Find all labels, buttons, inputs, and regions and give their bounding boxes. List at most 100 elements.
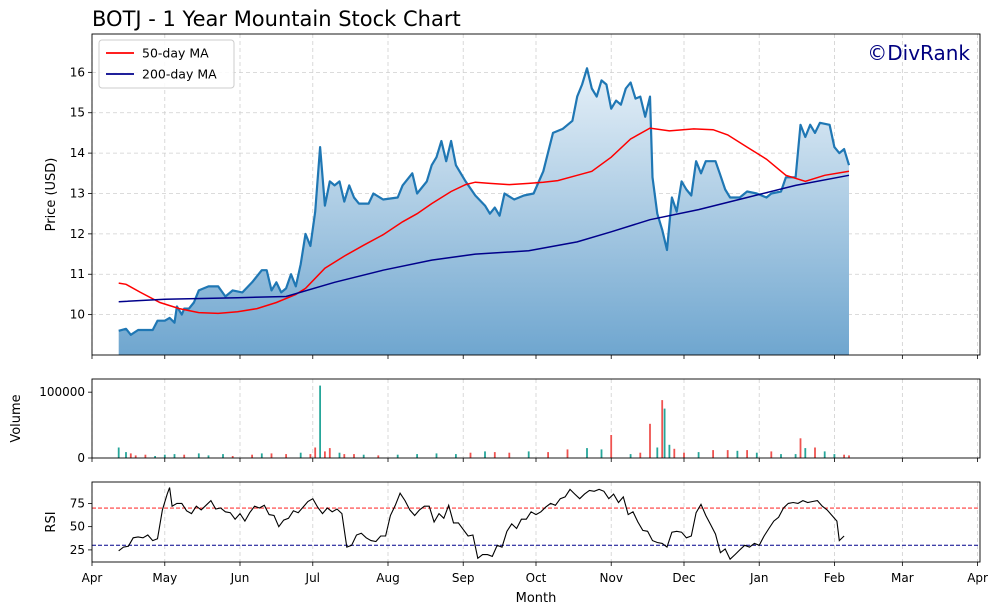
volume-bar — [144, 454, 147, 458]
x-tick-label: Jul — [305, 571, 320, 585]
volume-panel: 0 100000 Volume — [9, 378, 981, 465]
volume-bar — [661, 400, 664, 458]
volume-bar — [629, 454, 632, 458]
volume-bar — [251, 454, 253, 458]
y-tick-label: 10 — [70, 308, 85, 322]
volume-bar — [183, 454, 186, 458]
rsi-line — [118, 487, 845, 561]
volume-bar — [309, 454, 312, 458]
x-tick-label: Mar — [891, 571, 914, 585]
ma50-line — [118, 127, 850, 315]
volume-bar — [260, 453, 263, 458]
price-area-fill — [118, 68, 849, 356]
x-tick-label: Sep — [452, 571, 475, 585]
volume-bar — [833, 454, 836, 458]
price-panel: 10 11 12 13 14 15 16 Price (USD) 50-day MA 200-da… — [44, 33, 981, 359]
volume-bar — [154, 456, 156, 458]
volume-bar — [770, 451, 773, 458]
volume-bar — [324, 451, 326, 458]
ma200-line — [118, 174, 850, 303]
rsi-panel: 25 50 75 Apr May Jun Jul Aug Sep Oct Nov Dec Jan Feb M… — [44, 481, 988, 585]
volume-bar — [197, 453, 200, 458]
legend-entry: 50-day MA — [142, 46, 209, 61]
legend: 50-day MA 200-day MA — [98, 39, 235, 89]
y-tick-label: 50 — [70, 520, 85, 534]
volume-bar — [712, 450, 714, 458]
x-tick-label: May — [152, 571, 177, 585]
volume-bar — [129, 453, 132, 458]
volume-bar — [314, 447, 317, 458]
panel-frame — [91, 481, 981, 563]
volume-bar — [362, 454, 365, 458]
volume-bar — [814, 447, 816, 458]
volume-bar — [586, 448, 588, 458]
volume-bar — [639, 452, 642, 458]
volume-bar — [328, 448, 331, 458]
volume-bar — [299, 452, 302, 458]
x-axis-label: Month — [516, 591, 557, 606]
volume-bar — [222, 454, 224, 458]
volume-bar — [673, 448, 676, 458]
chart-title: BOTJ - 1 Year Mountain Stock Chart — [92, 7, 461, 31]
x-tick-label: Dec — [672, 571, 695, 585]
volume-bar — [649, 423, 651, 458]
volume-bar — [600, 449, 603, 458]
volume-bar — [319, 385, 321, 458]
y-tick-label: 12 — [70, 227, 85, 241]
volume-bar — [396, 454, 399, 458]
volume-y-axis-label: Volume — [9, 394, 24, 442]
x-tick-label: Aug — [376, 571, 399, 585]
volume-bar — [117, 447, 120, 458]
volume-bar — [416, 454, 418, 458]
volume-bar — [231, 456, 234, 458]
x-tick-label: Jun — [230, 571, 250, 585]
volume-bar — [125, 452, 127, 458]
volume-bar — [794, 454, 797, 458]
volume-bar — [780, 454, 782, 458]
volume-bar — [683, 452, 685, 458]
y-tick-label: 11 — [70, 267, 85, 281]
volume-bar — [755, 452, 758, 458]
volume-bar — [610, 435, 613, 458]
y-tick-label: 75 — [70, 496, 85, 510]
volume-bar — [134, 455, 137, 458]
price-y-axis-label: Price (USD) — [44, 158, 59, 232]
volume-bar — [353, 454, 355, 458]
y-tick-label: 15 — [70, 106, 85, 120]
volume-bar — [207, 455, 210, 458]
volume-bar — [799, 438, 802, 459]
volume-bar — [270, 453, 273, 458]
volume-bar — [823, 451, 826, 458]
volume-bar — [508, 452, 511, 458]
x-tick-label: Feb — [824, 571, 845, 585]
volume-bar — [566, 449, 569, 458]
y-tick-label: 16 — [70, 65, 85, 79]
price-line — [118, 67, 851, 336]
y-tick-label: 13 — [70, 186, 85, 200]
y-tick-label: 100000 — [39, 385, 85, 399]
y-tick-label: 14 — [70, 146, 85, 160]
rsi-y-axis-label: RSI — [44, 511, 59, 532]
volume-bar — [668, 444, 671, 458]
volume-bar — [843, 454, 845, 458]
volume-bar — [726, 450, 729, 458]
volume-bar — [663, 408, 666, 458]
legend-box — [98, 39, 235, 89]
volume-bar — [469, 452, 472, 458]
x-tick-label: Apr — [82, 571, 103, 585]
volume-bar — [173, 454, 176, 458]
x-tick-label: Nov — [600, 571, 623, 585]
volume-bar — [338, 452, 341, 458]
x-tick-label: Apr — [967, 571, 988, 585]
x-tick-label: Jan — [749, 571, 769, 585]
watermark: ©DivRank — [867, 41, 970, 65]
volume-bar — [804, 448, 807, 458]
volume-bar — [484, 451, 486, 458]
x-tick-label: Oct — [526, 571, 547, 585]
panel-frame — [91, 378, 981, 459]
volume-bar — [746, 450, 748, 458]
y-tick-label: 25 — [70, 543, 85, 557]
legend-entry: 200-day MA — [142, 67, 217, 82]
volume-bar — [527, 451, 530, 458]
